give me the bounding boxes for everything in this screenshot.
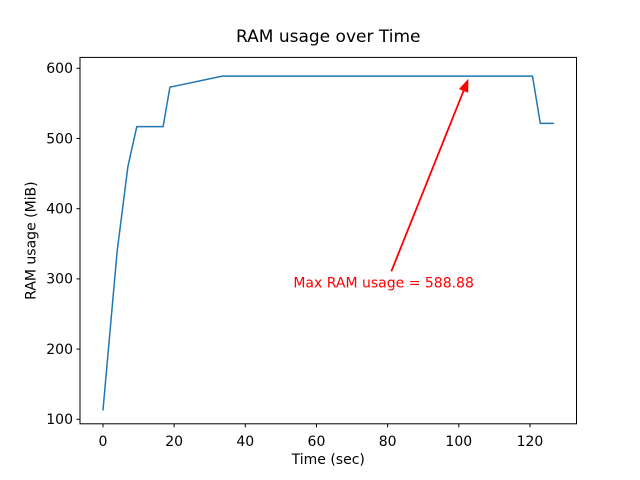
ram-usage-line [102, 75, 555, 411]
annotation-arrow-shaft [390, 88, 466, 272]
y-tick-label: 600 [46, 61, 73, 77]
series-group [102, 75, 555, 411]
x-tick-label: 20 [165, 434, 183, 450]
y-tick-label: 200 [46, 342, 73, 358]
y-axis: 100 200 300 400 500 600 [46, 61, 80, 428]
x-axis-label: Time (sec) [291, 452, 365, 468]
chart-title: RAM usage over Time [236, 27, 420, 47]
y-tick-label: 400 [46, 201, 73, 217]
y-tick-label: 500 [46, 131, 73, 147]
plot-border [79, 56, 577, 425]
x-tick-label: 100 [445, 434, 472, 450]
y-tick-label: 100 [46, 412, 73, 428]
x-tick-label: 0 [99, 434, 108, 450]
max-ram-annotation-text: Max RAM usage = 588.88 [293, 275, 474, 291]
x-tick-label: 60 [308, 434, 326, 450]
x-axis: 0 20 40 60 80 100 120 [99, 423, 544, 450]
annotation-group: Max RAM usage = 588.88 [293, 78, 474, 291]
x-tick-label: 40 [236, 434, 254, 450]
annotation-arrowhead [458, 78, 469, 93]
y-tick-label: 300 [46, 272, 73, 288]
x-tick-label: 80 [379, 434, 397, 450]
x-tick-label: 120 [517, 434, 544, 450]
y-axis-label: RAM usage (MiB) [24, 181, 40, 299]
